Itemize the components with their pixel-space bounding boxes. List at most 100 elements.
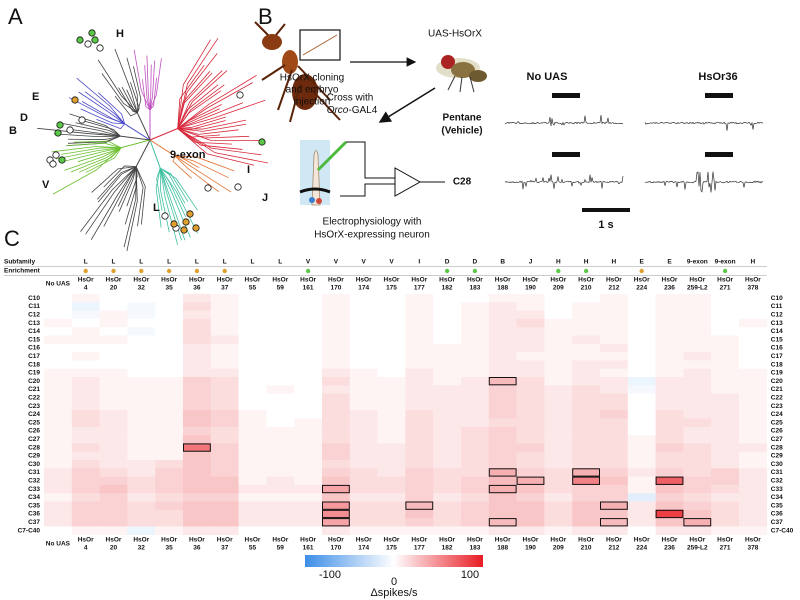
step-text: Cross with	[327, 93, 374, 104]
heatmap-cell	[544, 451, 573, 461]
heatmap-cell	[461, 484, 490, 494]
heatmap-cell	[99, 360, 128, 369]
row-label: C33	[771, 486, 783, 493]
heatmap-cell	[544, 493, 573, 502]
heatmap-cell	[739, 435, 768, 444]
heatmap-cell	[99, 468, 128, 477]
heatmap-cell	[99, 377, 128, 386]
heatmap-cell	[127, 327, 156, 336]
enrichment-dot	[139, 268, 144, 274]
heatmap-cell	[544, 468, 573, 477]
heatmap-cell	[294, 484, 323, 494]
row-label: C18	[28, 361, 40, 368]
column-label: 36	[193, 545, 201, 552]
tip-marker	[56, 121, 64, 129]
enrichment-dot	[222, 268, 227, 274]
heatmap-cell	[461, 368, 490, 378]
row-label: C14	[771, 328, 783, 335]
heatmap-cell	[99, 318, 128, 328]
heatmap-cell	[238, 360, 267, 369]
tree-branch	[118, 87, 138, 114]
trace-row-label: C28	[453, 177, 472, 188]
heatmap-cell	[544, 335, 573, 345]
column-label: 212	[608, 545, 619, 552]
heatmap-cell	[183, 318, 212, 328]
heatmap-cell	[99, 418, 128, 428]
heatmap-cell	[266, 302, 295, 311]
heatmap-cell	[544, 377, 573, 386]
heatmap-cell	[405, 377, 434, 386]
heatmap-cell	[488, 493, 517, 502]
heatmap-cell	[683, 484, 712, 494]
subfamily-label: H	[584, 259, 589, 266]
heatmap-cell	[683, 377, 712, 386]
heatmap-cell	[544, 509, 573, 519]
heatmap-cell	[572, 493, 601, 502]
heatmap-cell	[349, 352, 378, 361]
heatmap-cell	[349, 460, 378, 469]
scale-bar	[582, 208, 630, 212]
heatmap-cell	[127, 493, 156, 502]
heatmap-cell	[544, 368, 573, 378]
heatmap-cell	[683, 418, 712, 428]
row-label: C22	[771, 394, 783, 401]
heatmap-cell	[266, 294, 295, 303]
column-prefix: HsOr	[634, 537, 650, 544]
heatmap-cell	[572, 294, 601, 303]
tree-branch	[175, 154, 200, 169]
heatmap-cell	[294, 318, 323, 328]
stimulus-bar	[552, 152, 580, 157]
tree-branch	[177, 102, 244, 129]
column-label: 224	[636, 285, 647, 292]
subfamily-label: L	[223, 259, 227, 266]
heatmap-cell	[294, 327, 323, 336]
tree-branch	[160, 167, 189, 202]
heatmap-cell	[461, 385, 490, 394]
heatmap-cell	[600, 468, 629, 477]
heatmap-cell	[349, 410, 378, 419]
heatmap-cell	[155, 460, 184, 469]
subfamily-label: L	[278, 259, 282, 266]
heatmap-cell	[127, 518, 156, 527]
heatmap-cell	[683, 393, 712, 403]
clade-label: V	[42, 179, 50, 191]
heatmap-cell	[488, 318, 517, 328]
heatmap-cell	[322, 443, 351, 452]
heatmap-cell	[155, 476, 184, 486]
heatmap-cell	[322, 368, 351, 378]
heatmap-cell	[294, 476, 323, 486]
heatmap-cell	[544, 343, 573, 353]
heatmap-cell	[739, 518, 768, 527]
heatmap-cell	[210, 310, 239, 320]
heatmap-cell	[183, 385, 212, 394]
enrichment-dot	[111, 268, 116, 274]
tree-branch	[83, 120, 121, 137]
heatmap-cell	[183, 493, 212, 502]
heatmap-cell	[71, 360, 100, 369]
tree-branch	[97, 166, 137, 203]
tree-branch	[159, 168, 186, 241]
heatmap-cell	[238, 451, 267, 461]
heatmap-cell	[544, 302, 573, 311]
heatmap-cell	[127, 435, 156, 444]
heatmap-cell	[349, 368, 378, 378]
heatmap-cell	[572, 343, 601, 353]
heatmap-cell	[44, 343, 73, 353]
column-prefix: HsOr	[662, 277, 678, 284]
heatmap-cell	[739, 368, 768, 378]
tree-branch	[159, 168, 179, 245]
row-label: C29	[28, 453, 40, 460]
heatmap-cell	[739, 302, 768, 311]
heatmap-cell	[183, 343, 212, 353]
column-prefix: HsOr	[384, 537, 400, 544]
heatmap-cell	[127, 526, 156, 535]
heatmap-cell	[155, 435, 184, 444]
heatmap-cell	[155, 518, 184, 527]
column-label: No UAS	[46, 541, 71, 548]
heatmap-cell	[71, 302, 100, 311]
heatmap-cell	[683, 426, 712, 436]
tip-marker	[180, 226, 188, 234]
heatmap-cell	[44, 410, 73, 419]
heatmap-cell	[210, 327, 239, 336]
heatmap-cell	[238, 294, 267, 303]
